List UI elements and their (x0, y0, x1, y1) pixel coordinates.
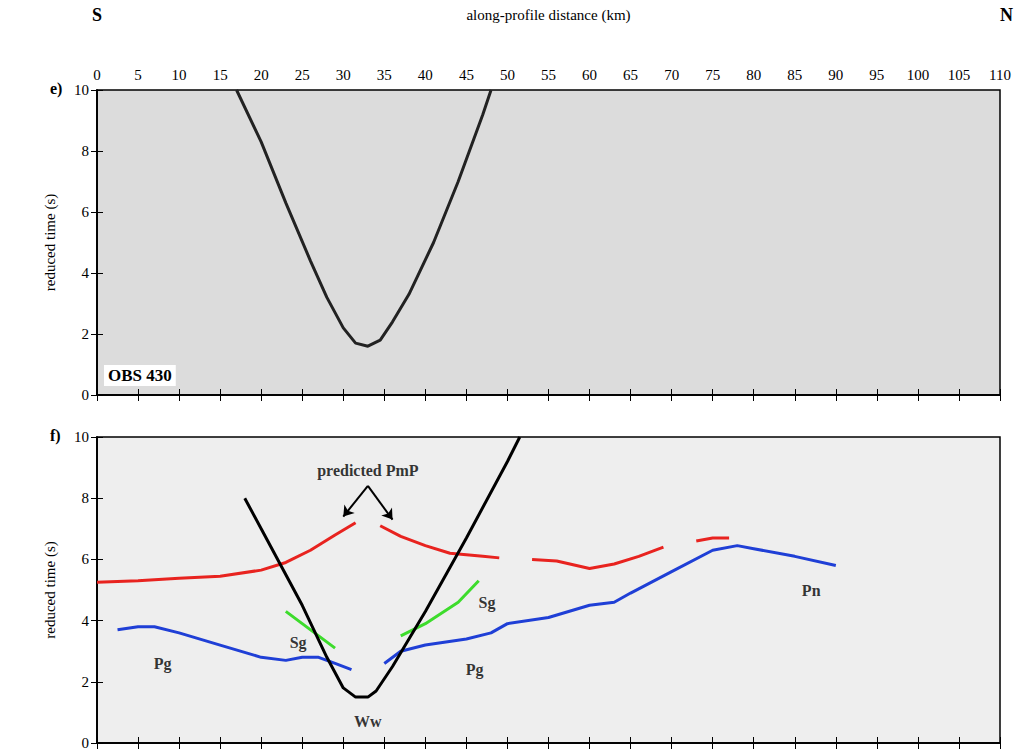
svg-text:Pg: Pg (466, 661, 484, 679)
svg-text:2: 2 (82, 326, 90, 342)
svg-text:20: 20 (254, 67, 269, 83)
svg-text:75: 75 (705, 67, 720, 83)
svg-text:55: 55 (541, 67, 556, 83)
svg-text:8: 8 (82, 143, 90, 159)
svg-text:10: 10 (172, 67, 187, 83)
svg-text:95: 95 (869, 67, 884, 83)
svg-text:15: 15 (213, 67, 228, 83)
svg-text:40: 40 (418, 67, 433, 83)
svg-text:reduced time (s): reduced time (s) (42, 541, 59, 638)
svg-text:f): f) (50, 427, 61, 445)
svg-text:Pn: Pn (802, 582, 821, 599)
svg-text:100: 100 (907, 67, 930, 83)
svg-text:6: 6 (82, 204, 90, 220)
svg-text:5: 5 (134, 67, 142, 83)
svg-text:Pg: Pg (154, 655, 172, 673)
svg-text:35: 35 (377, 67, 392, 83)
svg-text:90: 90 (828, 67, 843, 83)
svg-text:Ww: Ww (354, 713, 382, 730)
svg-text:OBS 430: OBS 430 (108, 366, 172, 385)
svg-text:4: 4 (82, 265, 90, 281)
svg-text:25: 25 (295, 67, 310, 83)
svg-text:30: 30 (336, 67, 351, 83)
svg-text:0: 0 (82, 387, 90, 403)
svg-text:10: 10 (74, 429, 89, 445)
svg-text:predicted PmP: predicted PmP (317, 462, 419, 480)
svg-text:e): e) (50, 80, 62, 98)
svg-text:0: 0 (82, 735, 90, 751)
svg-text:8: 8 (82, 490, 90, 506)
svg-text:85: 85 (787, 67, 802, 83)
svg-text:110: 110 (989, 67, 1011, 83)
svg-text:45: 45 (459, 67, 474, 83)
svg-text:80: 80 (746, 67, 761, 83)
svg-text:10: 10 (74, 82, 89, 98)
svg-text:along-profile distance (km): along-profile distance (km) (466, 7, 630, 24)
svg-text:0: 0 (93, 67, 101, 83)
svg-text:70: 70 (664, 67, 679, 83)
svg-text:Sg: Sg (478, 594, 495, 612)
svg-text:50: 50 (500, 67, 515, 83)
svg-text:S: S (92, 5, 102, 25)
svg-text:60: 60 (582, 67, 597, 83)
svg-text:Sg: Sg (290, 634, 307, 652)
svg-text:N: N (1000, 5, 1013, 25)
svg-text:2: 2 (82, 674, 90, 690)
svg-text:4: 4 (82, 613, 90, 629)
svg-text:65: 65 (623, 67, 638, 83)
svg-text:6: 6 (82, 551, 90, 567)
svg-text:105: 105 (948, 67, 971, 83)
svg-text:reduced time (s): reduced time (s) (42, 194, 59, 291)
